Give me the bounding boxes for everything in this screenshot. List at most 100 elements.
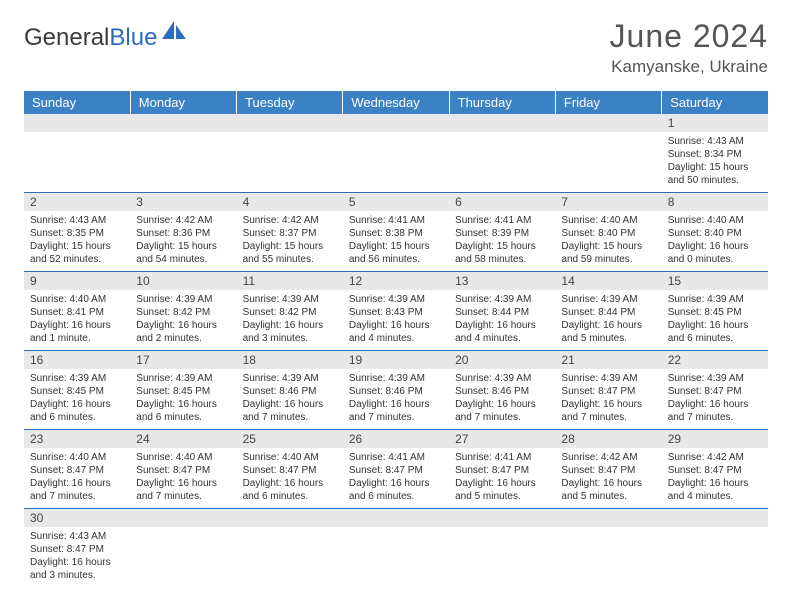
calendar-cell <box>237 509 343 588</box>
calendar-cell: 26Sunrise: 4:41 AMSunset: 8:47 PMDayligh… <box>343 430 449 509</box>
day-number <box>343 509 449 527</box>
calendar-cell: 30Sunrise: 4:43 AMSunset: 8:47 PMDayligh… <box>24 509 130 588</box>
calendar-cell: 14Sunrise: 4:39 AMSunset: 8:44 PMDayligh… <box>555 272 661 351</box>
day-number <box>237 114 343 132</box>
day-details: Sunrise: 4:39 AMSunset: 8:45 PMDaylight:… <box>662 290 768 350</box>
calendar-cell: 28Sunrise: 4:42 AMSunset: 8:47 PMDayligh… <box>555 430 661 509</box>
calendar-cell <box>24 114 130 193</box>
day-number: 24 <box>130 430 236 448</box>
day-details: Sunrise: 4:40 AMSunset: 8:40 PMDaylight:… <box>555 211 661 271</box>
calendar-table: SundayMondayTuesdayWednesdayThursdayFrid… <box>24 91 768 587</box>
calendar-cell: 24Sunrise: 4:40 AMSunset: 8:47 PMDayligh… <box>130 430 236 509</box>
day-number: 1 <box>662 114 768 132</box>
day-number: 30 <box>24 509 130 527</box>
calendar-cell <box>343 509 449 588</box>
calendar-cell: 18Sunrise: 4:39 AMSunset: 8:46 PMDayligh… <box>237 351 343 430</box>
calendar-header-row: SundayMondayTuesdayWednesdayThursdayFrid… <box>24 91 768 114</box>
calendar-cell: 17Sunrise: 4:39 AMSunset: 8:45 PMDayligh… <box>130 351 236 430</box>
day-details: Sunrise: 4:42 AMSunset: 8:37 PMDaylight:… <box>237 211 343 271</box>
day-number: 20 <box>449 351 555 369</box>
calendar-day-header: Saturday <box>662 91 768 114</box>
day-number <box>237 509 343 527</box>
day-details: Sunrise: 4:39 AMSunset: 8:44 PMDaylight:… <box>449 290 555 350</box>
calendar-week-row: 2Sunrise: 4:43 AMSunset: 8:35 PMDaylight… <box>24 193 768 272</box>
calendar-cell <box>343 114 449 193</box>
title-block: June 2024 Kamyanske, Ukraine <box>610 18 768 77</box>
day-number: 18 <box>237 351 343 369</box>
day-details: Sunrise: 4:39 AMSunset: 8:47 PMDaylight:… <box>662 369 768 429</box>
calendar-week-row: 9Sunrise: 4:40 AMSunset: 8:41 PMDaylight… <box>24 272 768 351</box>
day-number <box>449 114 555 132</box>
calendar-day-header: Tuesday <box>237 91 343 114</box>
day-number: 23 <box>24 430 130 448</box>
calendar-cell: 19Sunrise: 4:39 AMSunset: 8:46 PMDayligh… <box>343 351 449 430</box>
day-number: 5 <box>343 193 449 211</box>
day-number: 28 <box>555 430 661 448</box>
day-details: Sunrise: 4:41 AMSunset: 8:38 PMDaylight:… <box>343 211 449 271</box>
sail-icon <box>160 19 190 46</box>
calendar-day-header: Monday <box>130 91 236 114</box>
day-number: 2 <box>24 193 130 211</box>
day-details: Sunrise: 4:43 AMSunset: 8:47 PMDaylight:… <box>24 527 130 587</box>
day-number: 21 <box>555 351 661 369</box>
calendar-cell <box>237 114 343 193</box>
day-number: 14 <box>555 272 661 290</box>
calendar-cell: 8Sunrise: 4:40 AMSunset: 8:40 PMDaylight… <box>662 193 768 272</box>
day-details: Sunrise: 4:40 AMSunset: 8:47 PMDaylight:… <box>24 448 130 508</box>
calendar-cell <box>449 509 555 588</box>
day-number: 17 <box>130 351 236 369</box>
day-number: 6 <box>449 193 555 211</box>
calendar-day-header: Friday <box>555 91 661 114</box>
day-number: 8 <box>662 193 768 211</box>
day-number: 13 <box>449 272 555 290</box>
calendar-day-header: Sunday <box>24 91 130 114</box>
brand-text: GeneralBlue <box>24 24 157 52</box>
brand-part1: General <box>24 24 109 51</box>
day-number: 4 <box>237 193 343 211</box>
day-details: Sunrise: 4:42 AMSunset: 8:36 PMDaylight:… <box>130 211 236 271</box>
calendar-day-header: Wednesday <box>343 91 449 114</box>
day-details: Sunrise: 4:39 AMSunset: 8:47 PMDaylight:… <box>555 369 661 429</box>
calendar-week-row: 1Sunrise: 4:43 AMSunset: 8:34 PMDaylight… <box>24 114 768 193</box>
day-details: Sunrise: 4:43 AMSunset: 8:35 PMDaylight:… <box>24 211 130 271</box>
calendar-cell: 15Sunrise: 4:39 AMSunset: 8:45 PMDayligh… <box>662 272 768 351</box>
calendar-week-row: 30Sunrise: 4:43 AMSunset: 8:47 PMDayligh… <box>24 509 768 588</box>
day-details: Sunrise: 4:40 AMSunset: 8:47 PMDaylight:… <box>130 448 236 508</box>
day-details: Sunrise: 4:40 AMSunset: 8:40 PMDaylight:… <box>662 211 768 271</box>
day-number <box>555 114 661 132</box>
calendar-cell <box>130 114 236 193</box>
day-number <box>555 509 661 527</box>
day-details: Sunrise: 4:39 AMSunset: 8:45 PMDaylight:… <box>24 369 130 429</box>
day-number: 29 <box>662 430 768 448</box>
header: GeneralBlue June 2024 Kamyanske, Ukraine <box>24 18 768 77</box>
day-number: 22 <box>662 351 768 369</box>
calendar-cell: 16Sunrise: 4:39 AMSunset: 8:45 PMDayligh… <box>24 351 130 430</box>
calendar-week-row: 16Sunrise: 4:39 AMSunset: 8:45 PMDayligh… <box>24 351 768 430</box>
calendar-cell: 20Sunrise: 4:39 AMSunset: 8:46 PMDayligh… <box>449 351 555 430</box>
day-number: 7 <box>555 193 661 211</box>
calendar-cell: 23Sunrise: 4:40 AMSunset: 8:47 PMDayligh… <box>24 430 130 509</box>
day-number <box>343 114 449 132</box>
day-details: Sunrise: 4:42 AMSunset: 8:47 PMDaylight:… <box>662 448 768 508</box>
day-number: 19 <box>343 351 449 369</box>
calendar-cell <box>449 114 555 193</box>
day-details: Sunrise: 4:43 AMSunset: 8:34 PMDaylight:… <box>662 132 768 192</box>
day-number: 27 <box>449 430 555 448</box>
day-details: Sunrise: 4:39 AMSunset: 8:45 PMDaylight:… <box>130 369 236 429</box>
day-details: Sunrise: 4:40 AMSunset: 8:47 PMDaylight:… <box>237 448 343 508</box>
day-number <box>24 114 130 132</box>
calendar-cell: 1Sunrise: 4:43 AMSunset: 8:34 PMDaylight… <box>662 114 768 193</box>
day-number: 26 <box>343 430 449 448</box>
calendar-cell: 9Sunrise: 4:40 AMSunset: 8:41 PMDaylight… <box>24 272 130 351</box>
day-details: Sunrise: 4:41 AMSunset: 8:47 PMDaylight:… <box>343 448 449 508</box>
calendar-body: 1Sunrise: 4:43 AMSunset: 8:34 PMDaylight… <box>24 114 768 587</box>
day-details: Sunrise: 4:42 AMSunset: 8:47 PMDaylight:… <box>555 448 661 508</box>
day-number: 15 <box>662 272 768 290</box>
calendar-cell: 22Sunrise: 4:39 AMSunset: 8:47 PMDayligh… <box>662 351 768 430</box>
location: Kamyanske, Ukraine <box>610 57 768 77</box>
day-details: Sunrise: 4:39 AMSunset: 8:44 PMDaylight:… <box>555 290 661 350</box>
calendar-cell: 3Sunrise: 4:42 AMSunset: 8:36 PMDaylight… <box>130 193 236 272</box>
day-number: 9 <box>24 272 130 290</box>
day-details: Sunrise: 4:39 AMSunset: 8:42 PMDaylight:… <box>130 290 236 350</box>
day-details: Sunrise: 4:39 AMSunset: 8:43 PMDaylight:… <box>343 290 449 350</box>
